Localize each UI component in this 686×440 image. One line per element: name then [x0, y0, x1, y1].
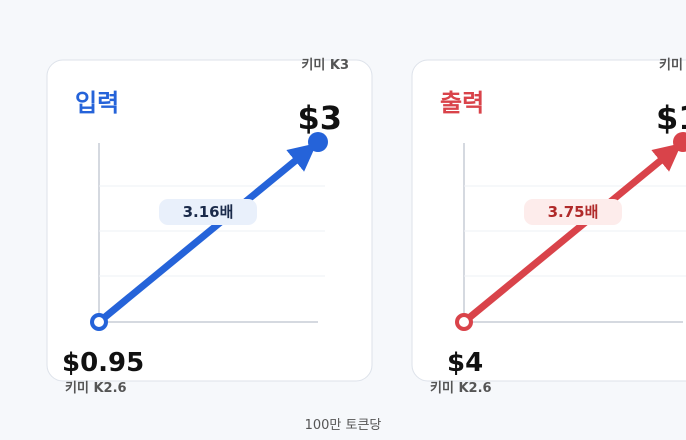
end-dot [673, 132, 686, 152]
to-model: 키미 K3 [659, 57, 686, 73]
ratio-badge [524, 199, 622, 225]
card-input: 3.16배 입력 $3 키미 K3 $0.95 키미 K2.6 [46, 57, 373, 396]
footer: 100만 토큰당 [305, 418, 382, 433]
card-title: 출력 [440, 89, 484, 117]
from-price: $0.95 [62, 348, 144, 378]
ratio: 3.16배 [183, 203, 234, 221]
ratio-badge [159, 199, 257, 225]
to-price: $15 [656, 99, 686, 137]
end-dot [308, 132, 328, 152]
start-dot [90, 313, 108, 331]
arrow [461, 143, 682, 325]
card-output: 3.75배 출력 $15 키미 K3 $4 키미 K2.6 [411, 57, 686, 396]
arrow [96, 143, 317, 325]
start-dot [455, 313, 473, 331]
to-model: 키미 K3 [301, 57, 349, 73]
from-model: 키미 K2.6 [430, 380, 492, 396]
ratio: 3.75배 [548, 203, 599, 221]
to-price: $3 [297, 99, 342, 137]
card-title: 입력 [75, 89, 119, 117]
from-price: $4 [447, 348, 483, 378]
from-model: 키미 K2.6 [65, 380, 127, 396]
